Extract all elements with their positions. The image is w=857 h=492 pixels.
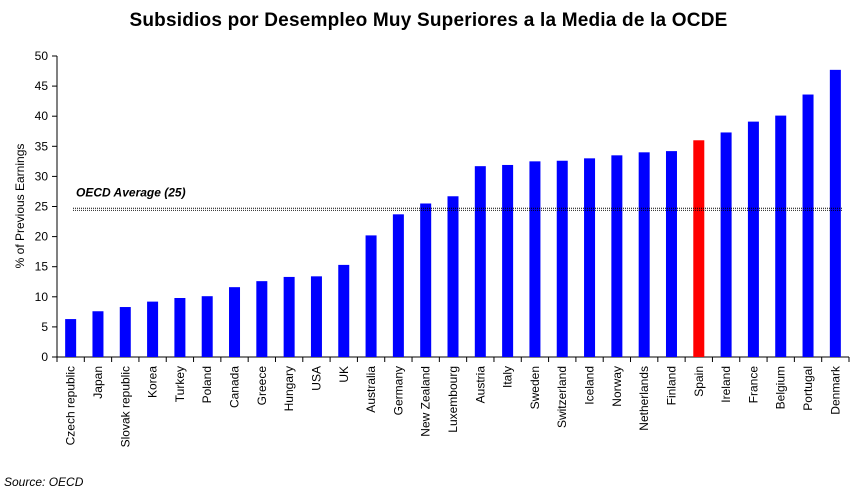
bar-slovak-republic bbox=[119, 307, 131, 357]
bar-australia bbox=[365, 235, 377, 357]
x-tick-label: Sweden bbox=[528, 366, 542, 409]
x-tick-label: Australia bbox=[364, 366, 378, 413]
bar-luxembourg bbox=[447, 196, 459, 357]
bar-czech-republic bbox=[65, 319, 77, 357]
y-tick-label: 20 bbox=[35, 230, 49, 244]
x-tick-label: Canada bbox=[228, 366, 242, 408]
x-tick-label: Ireland bbox=[719, 366, 733, 403]
bar-poland bbox=[201, 296, 213, 357]
bar-italy bbox=[502, 164, 514, 357]
y-tick-label: 45 bbox=[35, 79, 49, 93]
x-tick-label: Italy bbox=[501, 366, 515, 388]
y-axis: 0 5 10 15 20 25 30 35 40 45 50 bbox=[35, 49, 58, 364]
bar-austria bbox=[474, 166, 486, 357]
oecd-average-group: OECD Average (25) bbox=[73, 185, 842, 211]
y-tick-label: 35 bbox=[35, 139, 49, 153]
x-tick-label: Czech republic bbox=[64, 366, 78, 445]
x-tick-label: Spain bbox=[692, 366, 706, 397]
bar-uk bbox=[338, 264, 350, 357]
x-tick-label: Poland bbox=[200, 366, 214, 403]
bar-denmark bbox=[829, 69, 841, 357]
source-note: Source: OECD bbox=[4, 475, 84, 489]
x-tick-label: Greece bbox=[255, 366, 269, 406]
bar-belgium bbox=[775, 115, 787, 358]
bar-portugal bbox=[802, 94, 814, 357]
bar-switzerland bbox=[556, 160, 568, 357]
bar-japan bbox=[92, 311, 104, 357]
y-tick-label: 30 bbox=[35, 169, 49, 183]
bar-korea bbox=[147, 301, 159, 357]
x-tick-label: Hungary bbox=[282, 366, 296, 411]
y-tick-label: 50 bbox=[35, 49, 49, 63]
x-tick-label: Turkey bbox=[173, 366, 187, 402]
bar-netherlands bbox=[638, 152, 650, 357]
x-tick-label: USA bbox=[309, 366, 323, 391]
x-tick-label: Korea bbox=[146, 366, 160, 398]
bar-germany bbox=[392, 214, 404, 357]
bar-new-zealand bbox=[420, 203, 432, 357]
x-tick-label: Portugal bbox=[801, 366, 815, 411]
y-tick-label: 15 bbox=[35, 260, 49, 274]
bars-group bbox=[65, 69, 841, 358]
x-tick-label: UK bbox=[337, 366, 351, 383]
y-axis-label: % of Previous Earnings bbox=[13, 144, 27, 269]
bar-turkey bbox=[174, 298, 186, 357]
x-tick-label: Iceland bbox=[583, 366, 597, 405]
x-tick-label: New Zealand bbox=[419, 366, 433, 437]
x-tick-label: Switzerland bbox=[555, 366, 569, 428]
x-tick-label: Germany bbox=[391, 366, 405, 415]
bar-ireland bbox=[720, 132, 732, 357]
y-tick-label: 10 bbox=[35, 290, 49, 304]
x-tick-label: Denmark bbox=[828, 365, 842, 415]
bar-finland bbox=[665, 151, 677, 357]
x-tick-label: Japan bbox=[91, 366, 105, 399]
oecd-average-label: OECD Average (25) bbox=[76, 185, 186, 199]
x-tick-label: Netherlands bbox=[637, 366, 651, 431]
chart-title: Subsidios por Desempleo Muy Superiores a… bbox=[129, 10, 728, 31]
x-tick-label: Luxembourg bbox=[446, 366, 460, 433]
x-tick-label: Slovak republic bbox=[118, 366, 132, 447]
bar-norway bbox=[611, 155, 623, 357]
y-tick-label: 5 bbox=[41, 320, 48, 334]
x-tick-label: Finland bbox=[664, 366, 678, 405]
x-tick-label: France bbox=[746, 366, 760, 404]
bar-spain bbox=[693, 140, 705, 357]
x-tick-label: Belgium bbox=[774, 366, 788, 409]
y-tick-label: 40 bbox=[35, 109, 49, 123]
y-tick-label: 0 bbox=[41, 350, 48, 364]
bar-greece bbox=[256, 281, 268, 357]
bar-iceland bbox=[584, 158, 596, 357]
bar-sweden bbox=[529, 161, 541, 357]
x-tick-label: Austria bbox=[473, 366, 487, 404]
bar-france bbox=[747, 121, 759, 357]
x-axis: Czech republic Japan Slovak republic Korea T… bbox=[56, 356, 850, 447]
bar-hungary bbox=[283, 276, 295, 357]
bar-canada bbox=[229, 287, 241, 357]
x-tick-label: Norway bbox=[610, 366, 624, 407]
bar-usa bbox=[310, 276, 322, 357]
y-tick-label: 25 bbox=[35, 200, 49, 214]
